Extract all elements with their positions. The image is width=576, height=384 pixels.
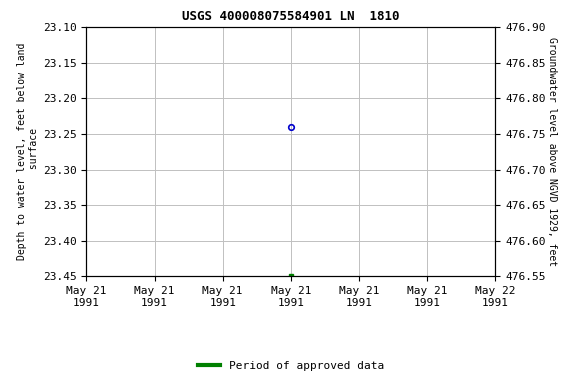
Legend: Period of approved data: Period of approved data [194, 357, 388, 376]
Y-axis label: Groundwater level above NGVD 1929, feet: Groundwater level above NGVD 1929, feet [547, 37, 556, 266]
Title: USGS 400008075584901 LN  1810: USGS 400008075584901 LN 1810 [182, 10, 400, 23]
Y-axis label: Depth to water level, feet below land
 surface: Depth to water level, feet below land su… [17, 43, 39, 260]
